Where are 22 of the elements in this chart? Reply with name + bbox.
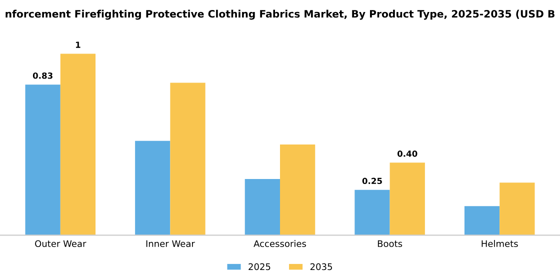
legend-label: 2025 — [248, 263, 270, 270]
bar — [464, 206, 500, 236]
x-tick-label: Boots — [378, 240, 402, 248]
bar — [390, 162, 425, 236]
bar — [280, 144, 316, 236]
bar — [135, 140, 170, 236]
legend-label: 2035 — [310, 263, 332, 270]
data-label: 0.40 — [397, 150, 418, 157]
x-tick-label: Outer Wear — [35, 240, 86, 248]
chart-title: nforcement Firefighting Protective Clothing Fabrics Market, By Product Type, 2025-2035 (USD B — [6, 10, 554, 20]
bar — [244, 178, 280, 236]
data-label: 1 — [76, 42, 80, 48]
data-label: 0.25 — [362, 178, 382, 184]
bar — [500, 182, 535, 236]
bar — [354, 190, 390, 236]
x-tick-label: Helmets — [482, 240, 518, 248]
x-tick-label: Accessories — [254, 240, 306, 248]
data-label: 0.83 — [32, 72, 52, 79]
bar — [170, 82, 206, 236]
bar — [25, 84, 60, 236]
x-tick-label: Inner Wear — [146, 240, 195, 248]
bar — [60, 54, 96, 236]
